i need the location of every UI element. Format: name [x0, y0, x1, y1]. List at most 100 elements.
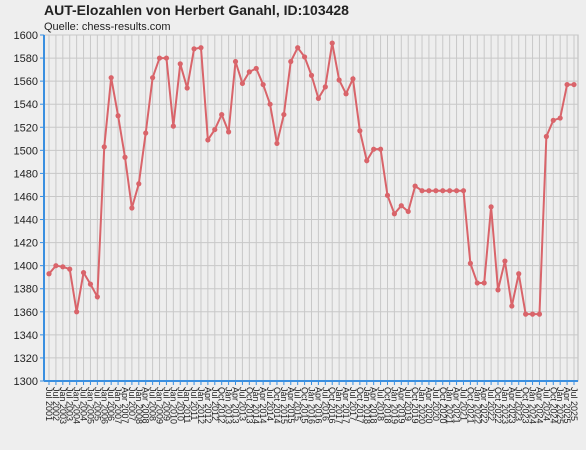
y-tick-label: 1460 [14, 191, 38, 203]
data-point [170, 123, 176, 129]
data-point [53, 263, 59, 269]
data-point [94, 294, 100, 300]
x-tick-label: Jul 2022 [486, 387, 496, 421]
x-tick-label: Oct 2020 [438, 387, 448, 424]
x-tick-label: Oct 2022 [493, 387, 503, 424]
data-point [453, 188, 460, 194]
chart-title: AUT-Elozahlen von Herbert Ganahl, ID:103… [44, 2, 349, 18]
x-tick-label: Jan 2003 [58, 387, 68, 424]
x-tick-label: Jul 2016 [320, 387, 330, 421]
data-point [398, 203, 404, 209]
data-point [239, 80, 246, 87]
data-point [509, 303, 515, 309]
data-point [405, 208, 411, 215]
data-point [523, 311, 529, 317]
x-tick-label: Jul 2023 [514, 387, 524, 421]
data-point [336, 77, 342, 83]
data-point [495, 287, 501, 293]
data-point [481, 280, 487, 286]
x-tick-label: Apr 2020 [424, 387, 434, 424]
x-tick-label: Jul 2021 [458, 387, 468, 421]
data-point [288, 58, 294, 65]
data-point [371, 146, 377, 152]
x-tick-label: Jan 2021 [445, 387, 455, 424]
data-point [426, 188, 432, 194]
data-point [412, 183, 418, 189]
data-point [564, 81, 570, 88]
x-tick-label: Jan 2016 [307, 387, 317, 424]
data-point [150, 75, 156, 81]
data-point [205, 137, 211, 143]
data-point [212, 126, 218, 133]
data-point [67, 266, 73, 272]
x-tick-label: Apr 2023 [507, 387, 517, 424]
chart-subtitle: Quelle: chess-results.com [44, 21, 171, 33]
data-point [156, 55, 163, 61]
x-tick-label: Jul 2013 [237, 387, 247, 421]
x-tick-label: Jan 2012 [196, 387, 206, 424]
y-tick-label: 1380 [14, 284, 38, 296]
x-tick-label: Jan 2006 [99, 387, 109, 424]
x-tick-label: Jan 2018 [362, 387, 372, 424]
data-point [516, 271, 522, 277]
x-tick-label: Jan 2005 [85, 387, 95, 424]
x-tick-label: Jul 2010 [175, 387, 185, 421]
y-tick-label: 1300 [14, 376, 38, 388]
data-point [488, 204, 494, 210]
x-tick-label: Jul 2003 [65, 387, 75, 421]
x-tick-label: Jan 2013 [224, 387, 234, 424]
data-point [557, 115, 563, 121]
x-tick-label: Jan 2022 [472, 387, 482, 424]
x-tick-label: Jul 2008 [148, 387, 158, 421]
y-tick-label: 1500 [14, 145, 38, 157]
data-point [440, 188, 446, 194]
data-point [467, 260, 473, 266]
y-tick-label: 1560 [14, 76, 38, 88]
x-tick-label: Jul 2004 [79, 387, 89, 421]
y-tick-label: 1540 [14, 99, 38, 111]
data-point [350, 76, 356, 82]
x-tick-label: Jul 2011 [189, 387, 199, 420]
x-tick-label: Jul 2017 [348, 387, 358, 421]
x-tick-label: Oct 2024 [548, 387, 558, 424]
data-point [322, 84, 328, 90]
data-point [433, 188, 439, 194]
x-tick-label: Apr 2013 [231, 387, 241, 424]
x-tick-label: Jul 2012 [210, 387, 220, 421]
x-tick-label: Jan 2017 [334, 387, 344, 424]
x-tick-label: Jul 2007 [127, 387, 137, 421]
x-tick-label: Oct 2023 [521, 387, 531, 424]
data-point [184, 85, 190, 91]
data-point [308, 72, 315, 78]
x-tick-label: Apr 2007 [120, 387, 130, 424]
x-tick-label: Jan 2004 [72, 387, 82, 424]
data-point [295, 45, 301, 51]
y-tick-label: 1400 [14, 261, 38, 273]
data-point [226, 129, 232, 135]
x-tick-label: Apr 2025 [562, 387, 572, 424]
x-tick-label: Jan 2019 [389, 387, 399, 424]
x-tick-label: Oct 2012 [217, 387, 227, 424]
x-tick-label: Apr 2024 [534, 387, 544, 424]
x-tick-label: Jan 2025 [555, 387, 565, 424]
data-point [177, 61, 183, 67]
x-tick-label: Jan 2009 [155, 387, 165, 424]
x-tick-label: Apr 2014 [258, 387, 268, 424]
y-tick-label: 1520 [14, 122, 38, 134]
data-point [108, 75, 114, 81]
data-point [550, 117, 556, 123]
data-point [267, 101, 273, 107]
x-tick-label: Oct 2017 [355, 387, 365, 424]
data-point [80, 269, 87, 276]
y-tick-label: 1600 [14, 30, 38, 42]
x-tick-label: Jan 2007 [113, 387, 123, 424]
data-point [122, 154, 128, 160]
data-point [364, 158, 370, 164]
x-tick-label: Jul 2005 [92, 387, 102, 421]
x-tick-label: Apr 2017 [341, 387, 351, 424]
data-point [460, 188, 467, 194]
x-tick-label: Jan 2020 [417, 387, 427, 424]
data-point [232, 58, 239, 65]
data-point [474, 280, 480, 286]
